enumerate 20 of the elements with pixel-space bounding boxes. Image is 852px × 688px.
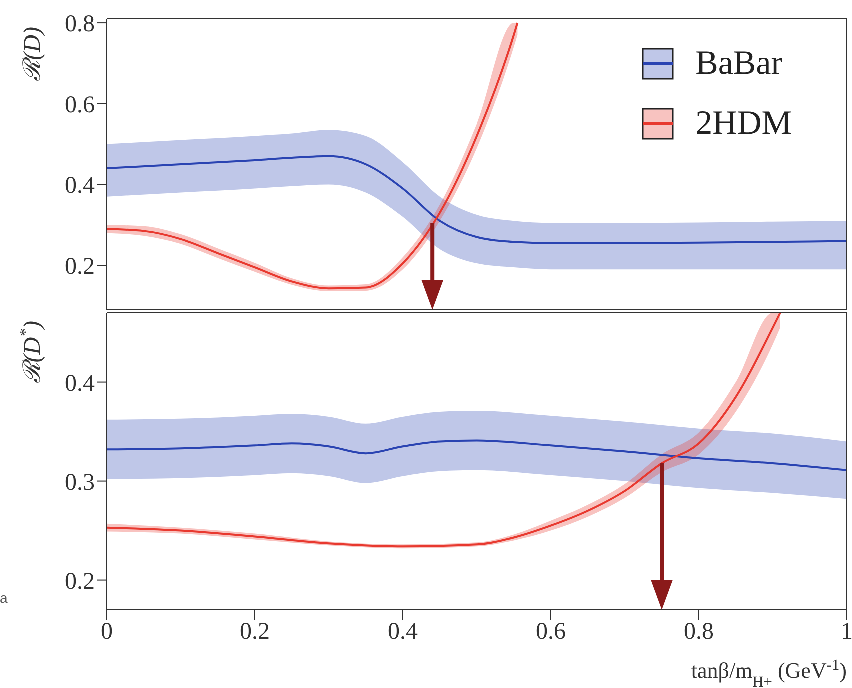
x-tick-label: 0.2	[240, 619, 270, 646]
y-tick-label: 0.2	[65, 568, 95, 595]
y-tick-label: 0.3	[65, 470, 95, 496]
y-axis-title: ℛ(D)	[20, 27, 46, 82]
x-tick-label: 1	[841, 619, 852, 646]
text: a	[0, 590, 8, 606]
y-tick-label: 0.2	[65, 254, 95, 280]
x-tick-label: 0.8	[684, 619, 714, 646]
legend-label: BaBar	[696, 45, 783, 83]
x-tick-label: 0.4	[388, 619, 418, 646]
line-series	[107, 440, 847, 472]
y-tick-label: 0.4	[65, 173, 95, 200]
line-series	[107, 155, 847, 244]
x-tick-label: 0.6	[536, 619, 566, 646]
y-tick-label: 0.4	[65, 370, 95, 397]
y-tick-label: 0.8	[65, 12, 95, 38]
x-tick-label: 0	[101, 619, 113, 646]
x-axis-title: tanβ/m$_{H+}$ (GeV$^{-1}$)	[691, 656, 847, 688]
legend-label: 2HDM	[696, 105, 792, 143]
y-tick-label: 0.6	[65, 92, 95, 118]
